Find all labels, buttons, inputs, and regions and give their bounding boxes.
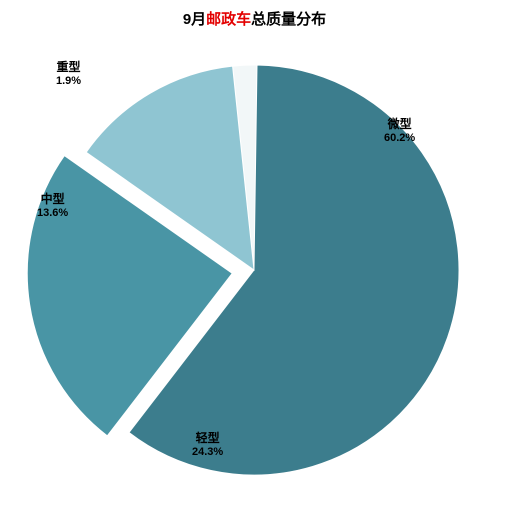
slice-name: 轻型 [192,432,223,446]
slice-name: 微型 [384,118,415,132]
slice-pct: 24.3% [192,446,223,459]
slice-pct: 60.2% [384,132,415,145]
pie-chart: 9月邮政车总质量分布 重型 1.9% 微型 60.2% 轻型 24.3% 中型 … [0,0,509,510]
slice-pct: 13.6% [37,207,68,220]
slice-name: 中型 [37,193,68,207]
slice-label-light: 轻型 24.3% [192,432,223,458]
slice-label-micro: 微型 60.2% [384,118,415,144]
slice-label-medium: 中型 13.6% [37,193,68,219]
slice-name: 重型 [56,61,81,75]
slice-label-heavy: 重型 1.9% [56,61,81,87]
slice-pct: 1.9% [56,75,81,88]
